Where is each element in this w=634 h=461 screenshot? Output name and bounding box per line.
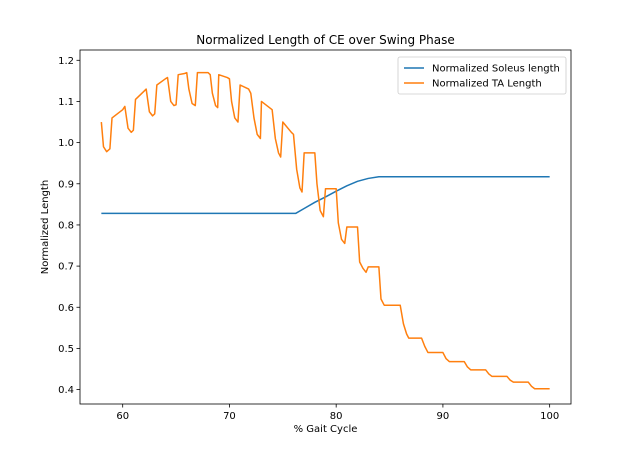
y-tick-label: 0.8 bbox=[58, 220, 74, 231]
legend-entry: Normalized Soleus length bbox=[432, 64, 560, 75]
y-tick-label: 1.0 bbox=[58, 138, 74, 149]
x-tick-label: 60 bbox=[116, 411, 129, 422]
y-tick-label: 0.7 bbox=[58, 262, 74, 273]
series-line-ta bbox=[100, 71, 550, 390]
y-axis-label: Normalized Length bbox=[40, 180, 51, 274]
y-tick-label: 0.4 bbox=[58, 385, 74, 396]
x-tick-label: 80 bbox=[330, 411, 343, 422]
y-tick-label: 0.6 bbox=[58, 303, 74, 314]
legend: Normalized Soleus length Normalized TA Le… bbox=[397, 56, 567, 95]
legend-box bbox=[397, 56, 567, 95]
y-tick-label: 0.9 bbox=[58, 179, 74, 190]
x-tick-label: 90 bbox=[437, 411, 450, 422]
x-tick-label: 100 bbox=[540, 411, 559, 422]
x-axis-label: % Gait Cycle bbox=[294, 424, 358, 435]
plot-area bbox=[79, 49, 572, 405]
axes-frame bbox=[79, 49, 572, 405]
legend-entry: Normalized TA Length bbox=[432, 79, 542, 90]
x-tick-label: 70 bbox=[223, 411, 236, 422]
x-axis-ticks: 60 70 80 90 100 bbox=[116, 404, 559, 422]
y-tick-label: 0.5 bbox=[58, 344, 74, 355]
chart-title: Normalized Length of CE over Swing Phase bbox=[196, 33, 454, 47]
y-tick-label: 1.1 bbox=[58, 97, 74, 108]
y-tick-label: 1.2 bbox=[58, 56, 74, 67]
y-axis-ticks: 0.4 0.5 0.6 0.7 0.8 0.9 1.0 1.1 1.2 bbox=[58, 56, 80, 396]
